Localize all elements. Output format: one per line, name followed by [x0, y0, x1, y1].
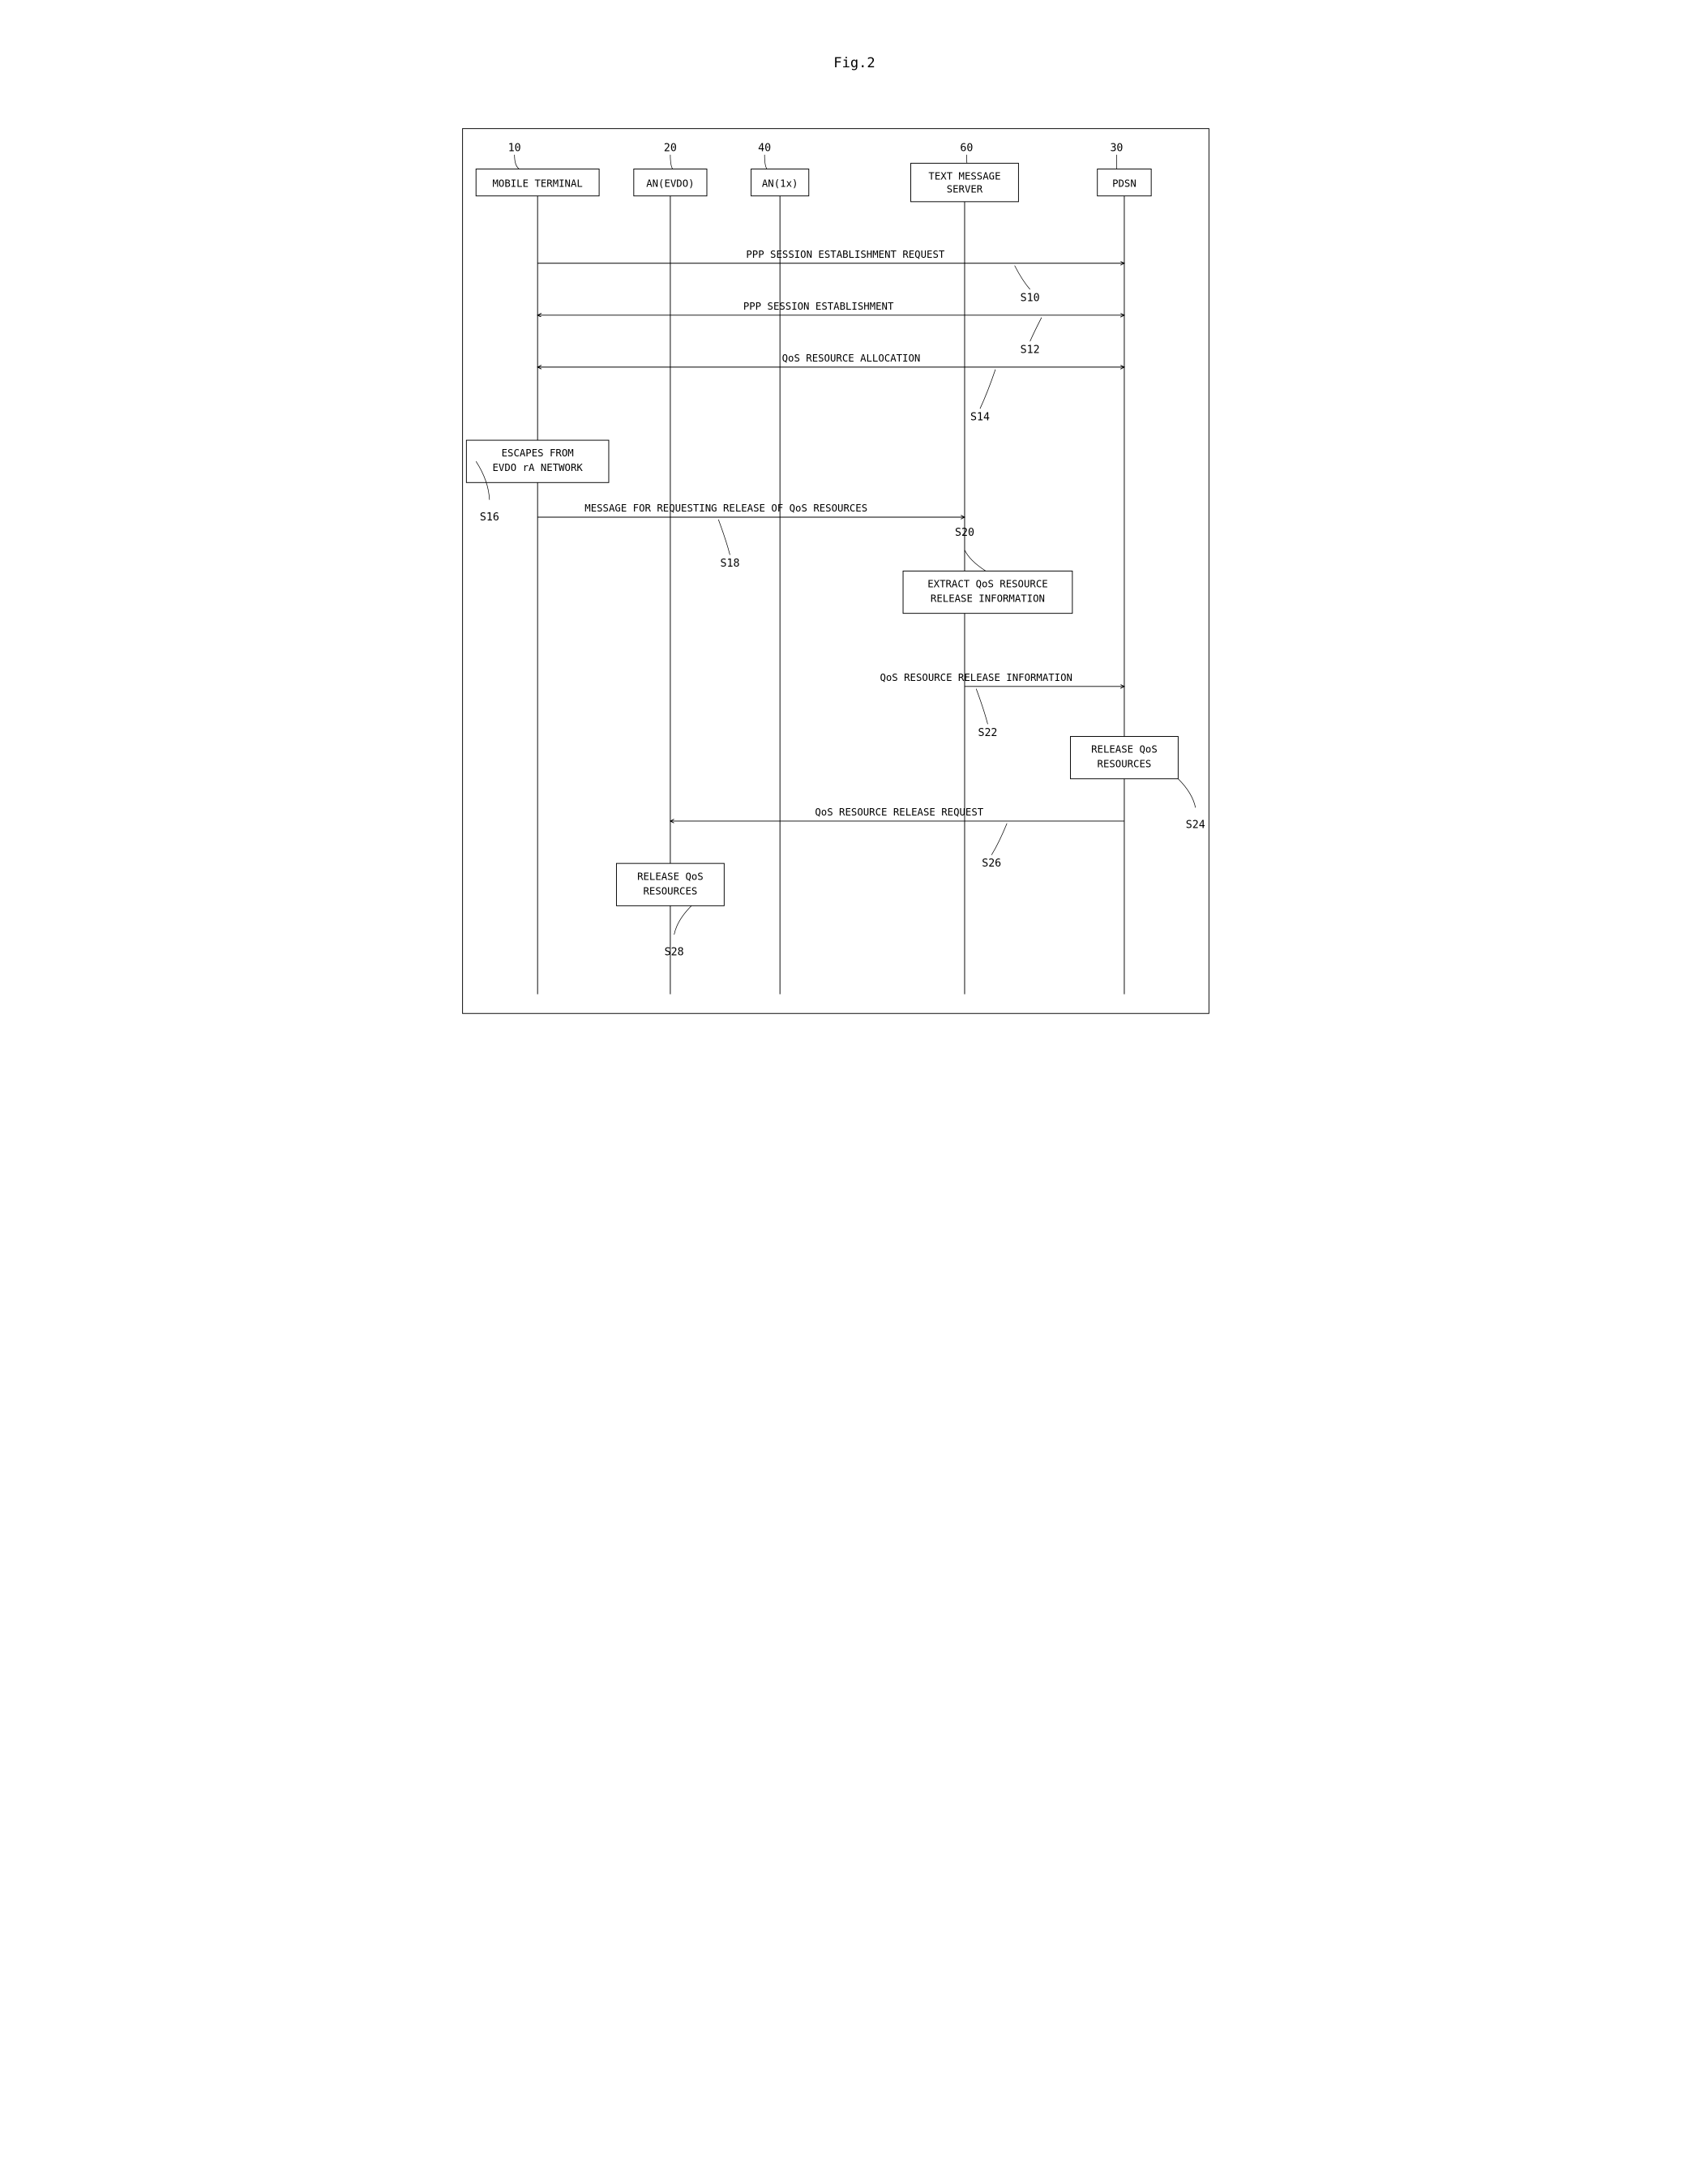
svg-text:EXTRACT QoS RESOURCE: EXTRACT QoS RESOURCE — [927, 579, 1047, 590]
svg-text:AN(1x): AN(1x) — [761, 178, 798, 189]
svg-text:10: 10 — [507, 142, 520, 154]
svg-text:RELEASE QoS: RELEASE QoS — [1091, 744, 1158, 755]
svg-text:EVDO rA NETWORK: EVDO rA NETWORK — [492, 462, 583, 473]
svg-text:AN(EVDO): AN(EVDO) — [646, 178, 694, 189]
svg-text:S28: S28 — [664, 946, 683, 958]
svg-text:S18: S18 — [720, 558, 739, 570]
svg-text:RESOURCES: RESOURCES — [1097, 759, 1151, 770]
svg-text:PDSN: PDSN — [1112, 178, 1137, 189]
svg-text:30: 30 — [1110, 142, 1123, 154]
svg-text:S10: S10 — [1020, 292, 1039, 304]
svg-text:40: 40 — [758, 142, 771, 154]
svg-text:Fig.2: Fig.2 — [833, 55, 875, 71]
svg-text:S24: S24 — [1185, 820, 1205, 832]
svg-text:TEXT MESSAGE: TEXT MESSAGE — [928, 170, 1000, 182]
svg-text:QoS RESOURCE RELEASE REQUEST: QoS RESOURCE RELEASE REQUEST — [815, 807, 983, 818]
svg-text:QoS RESOURCE ALLOCATION: QoS RESOURCE ALLOCATION — [781, 353, 920, 364]
svg-text:S26: S26 — [982, 858, 1001, 870]
svg-text:RELEASE INFORMATION: RELEASE INFORMATION — [930, 593, 1044, 605]
svg-text:RELEASE QoS: RELEASE QoS — [637, 871, 704, 882]
svg-text:ESCAPES FROM: ESCAPES FROM — [501, 447, 573, 459]
svg-text:PPP SESSION ESTABLISHMENT: PPP SESSION ESTABLISHMENT — [743, 301, 893, 312]
svg-text:20: 20 — [663, 142, 676, 154]
svg-text:MESSAGE FOR REQUESTING RELEASE: MESSAGE FOR REQUESTING RELEASE OF QoS RE… — [584, 503, 867, 514]
svg-text:PPP SESSION ESTABLISHMENT REQU: PPP SESSION ESTABLISHMENT REQUEST — [746, 249, 945, 260]
svg-text:MOBILE TERMINAL: MOBILE TERMINAL — [492, 178, 582, 189]
svg-text:S16: S16 — [479, 511, 499, 524]
sequence-diagram: Fig.2 10 MOBILE TERMINAL 20 AN(EVDO) 40 AN(1x)… — [449, 32, 1260, 1063]
svg-text:60: 60 — [960, 142, 973, 154]
svg-text:S22: S22 — [978, 727, 997, 739]
svg-text:S20: S20 — [954, 527, 974, 539]
svg-text:QoS RESOURCE RELEASE INFORMATI: QoS RESOURCE RELEASE INFORMATION — [880, 672, 1072, 683]
svg-text:RESOURCES: RESOURCES — [643, 885, 697, 897]
svg-text:S12: S12 — [1020, 345, 1039, 357]
svg-text:S14: S14 — [970, 412, 989, 424]
svg-text:SERVER: SERVER — [946, 184, 982, 195]
